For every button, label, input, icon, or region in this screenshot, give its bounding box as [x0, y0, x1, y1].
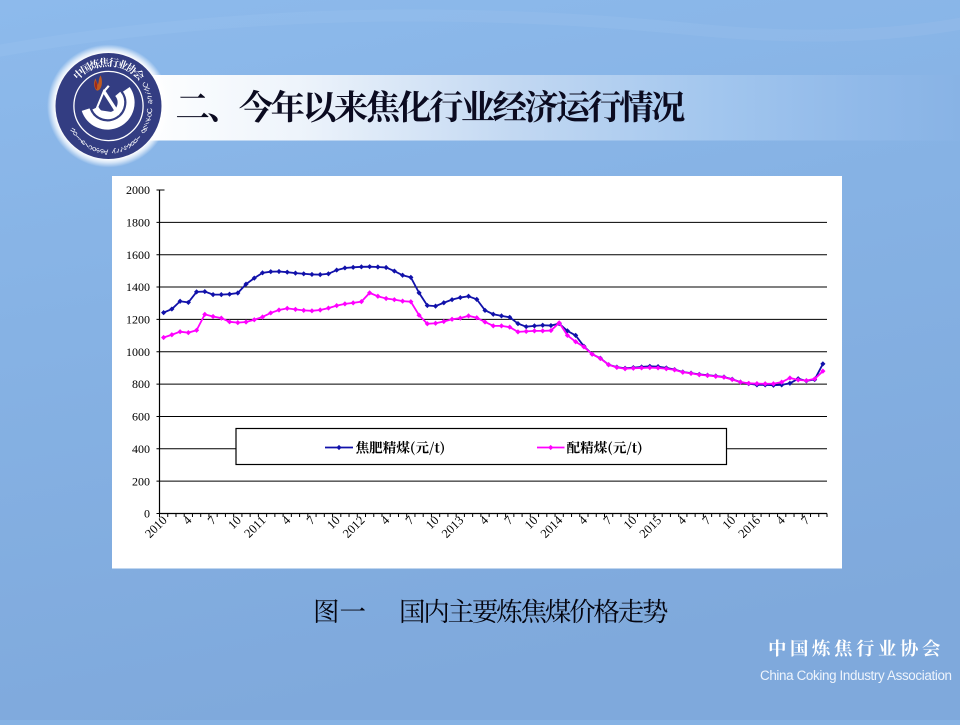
svg-text:n: n	[144, 95, 154, 101]
svg-text:o: o	[91, 145, 98, 155]
svg-text:k: k	[143, 116, 153, 122]
svg-text:d: d	[128, 139, 137, 149]
svg-text:400: 400	[132, 442, 150, 456]
svg-text:China Coking Industry Associat: China Coking Industry Association	[760, 668, 952, 683]
svg-text:200: 200	[132, 474, 150, 488]
svg-text:i: i	[142, 121, 151, 126]
svg-text:1200: 1200	[126, 313, 150, 327]
svg-text:o: o	[71, 130, 81, 139]
svg-text:n: n	[140, 124, 150, 132]
svg-text:C: C	[145, 107, 155, 114]
svg-text:1000: 1000	[126, 345, 150, 359]
svg-text:a: a	[79, 138, 88, 148]
svg-text:c: c	[87, 143, 94, 153]
svg-text:i: i	[144, 91, 153, 95]
svg-text:n: n	[68, 126, 78, 134]
svg-text:t: t	[119, 145, 124, 154]
svg-text:1400: 1400	[126, 280, 150, 294]
svg-text:s: s	[95, 146, 101, 156]
svg-text:A: A	[103, 148, 109, 157]
svg-text:I: I	[134, 134, 142, 142]
svg-text:t: t	[77, 136, 85, 144]
svg-text:s: s	[99, 147, 104, 157]
svg-text:s: s	[121, 143, 128, 153]
svg-text:g: g	[138, 127, 148, 135]
svg-text:600: 600	[132, 410, 150, 424]
svg-text:a: a	[145, 99, 154, 105]
svg-text:i: i	[84, 141, 90, 150]
svg-text:1800: 1800	[126, 215, 150, 229]
svg-text:o: o	[144, 112, 154, 118]
svg-text:u: u	[125, 141, 133, 151]
svg-text:n: n	[131, 137, 140, 147]
svg-text:800: 800	[132, 377, 150, 391]
svg-text:2000: 2000	[126, 183, 150, 197]
svg-text:y: y	[111, 147, 116, 156]
svg-text:r: r	[115, 146, 120, 155]
svg-text:1600: 1600	[126, 248, 150, 262]
svg-text:i: i	[74, 134, 82, 142]
svg-text:h: h	[142, 85, 152, 92]
svg-text:0: 0	[144, 507, 150, 521]
svg-text:C: C	[140, 80, 151, 89]
